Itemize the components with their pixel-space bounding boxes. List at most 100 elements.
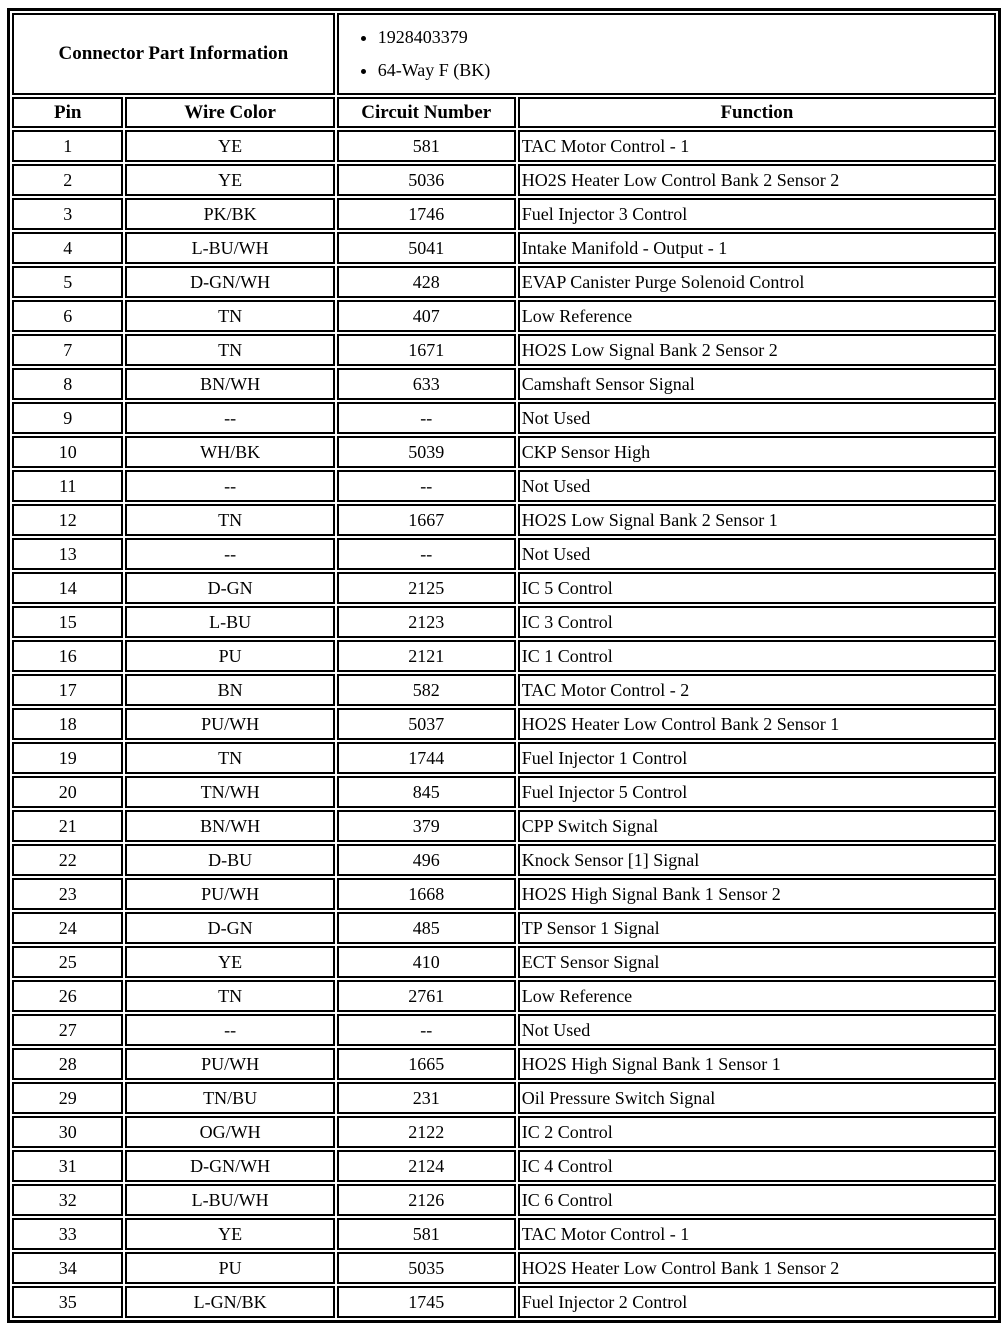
wire-color-cell: PU: [125, 1252, 335, 1284]
pin-cell: 15: [12, 606, 124, 638]
table-row: 5 D-GN/WH 428 EVAP Canister Purge Solenoid …: [12, 266, 996, 298]
function-cell: Fuel Injector 2 Control: [517, 1286, 996, 1318]
wire-color-cell: D-BU: [125, 844, 335, 876]
circuit-number-cell: 5039: [336, 436, 516, 468]
wire-color-cell: --: [125, 1014, 335, 1046]
wire-color-cell: BN/WH: [125, 368, 335, 400]
table-row: 33 YE 581 TAC Motor Control - 1: [12, 1218, 996, 1250]
function-cell: Not Used: [517, 470, 996, 502]
function-cell: Fuel Injector 1 Control: [517, 742, 996, 774]
table-row: 16 PU 2121 IC 1 Control: [12, 640, 996, 672]
table-row: 7 TN 1671 HO2S Low Signal Bank 2 Sensor 2: [12, 334, 996, 366]
wire-color-cell: --: [125, 402, 335, 434]
function-cell: CPP Switch Signal: [517, 810, 996, 842]
circuit-number-cell: 2124: [336, 1150, 516, 1182]
wire-color-cell: YE: [125, 130, 335, 162]
function-cell: Low Reference: [517, 980, 996, 1012]
circuit-number-cell: 581: [336, 1218, 516, 1250]
circuit-number-cell: 407: [336, 300, 516, 332]
connector-part-list: 1928403379 64-Way F (BK): [340, 21, 993, 87]
function-cell: HO2S High Signal Bank 1 Sensor 1: [517, 1048, 996, 1080]
table-row: 1 YE 581 TAC Motor Control - 1: [12, 130, 996, 162]
pin-cell: 9: [12, 402, 124, 434]
function-cell: TP Sensor 1 Signal: [517, 912, 996, 944]
function-cell: EVAP Canister Purge Solenoid Control: [517, 266, 996, 298]
connector-part-information-title: Connector Part Information: [12, 13, 335, 95]
table-row: 19 TN 1744 Fuel Injector 1 Control: [12, 742, 996, 774]
pin-cell: 22: [12, 844, 124, 876]
column-header-function: Function: [517, 97, 996, 128]
wire-color-cell: D-GN/WH: [125, 1150, 335, 1182]
function-cell: HO2S Low Signal Bank 2 Sensor 2: [517, 334, 996, 366]
wire-color-cell: --: [125, 538, 335, 570]
circuit-number-cell: 485: [336, 912, 516, 944]
column-header-pin: Pin: [12, 97, 124, 128]
circuit-number-cell: 496: [336, 844, 516, 876]
circuit-number-cell: 410: [336, 946, 516, 978]
table-row: 15 L-BU 2123 IC 3 Control: [12, 606, 996, 638]
table-row: 31 D-GN/WH 2124 IC 4 Control: [12, 1150, 996, 1182]
circuit-number-cell: 5037: [336, 708, 516, 740]
circuit-number-cell: 5036: [336, 164, 516, 196]
circuit-number-cell: 582: [336, 674, 516, 706]
table-row: 27 -- -- Not Used: [12, 1014, 996, 1046]
connector-info-row: Connector Part Information 1928403379 64…: [12, 13, 996, 95]
pin-cell: 35: [12, 1286, 124, 1318]
wire-color-cell: PU/WH: [125, 878, 335, 910]
table-row: 11 -- -- Not Used: [12, 470, 996, 502]
connector-part-details-cell: 1928403379 64-Way F (BK): [336, 13, 996, 95]
wire-color-cell: YE: [125, 164, 335, 196]
wire-color-cell: L-GN/BK: [125, 1286, 335, 1318]
function-cell: IC 4 Control: [517, 1150, 996, 1182]
function-cell: IC 2 Control: [517, 1116, 996, 1148]
pin-cell: 21: [12, 810, 124, 842]
table-row: 24 D-GN 485 TP Sensor 1 Signal: [12, 912, 996, 944]
function-cell: Camshaft Sensor Signal: [517, 368, 996, 400]
function-cell: IC 3 Control: [517, 606, 996, 638]
circuit-number-cell: --: [336, 538, 516, 570]
table-row: 8 BN/WH 633 Camshaft Sensor Signal: [12, 368, 996, 400]
table-row: 22 D-BU 496 Knock Sensor [1] Signal: [12, 844, 996, 876]
table-row: 13 -- -- Not Used: [12, 538, 996, 570]
table-row: 21 BN/WH 379 CPP Switch Signal: [12, 810, 996, 842]
function-cell: Fuel Injector 5 Control: [517, 776, 996, 808]
pin-cell: 29: [12, 1082, 124, 1114]
circuit-number-cell: 2761: [336, 980, 516, 1012]
table-row: 12 TN 1667 HO2S Low Signal Bank 2 Sensor 1: [12, 504, 996, 536]
wire-color-cell: TN: [125, 742, 335, 774]
pin-cell: 34: [12, 1252, 124, 1284]
circuit-number-cell: 581: [336, 130, 516, 162]
column-header-wire-color: Wire Color: [125, 97, 335, 128]
pin-cell: 18: [12, 708, 124, 740]
function-cell: HO2S Heater Low Control Bank 2 Sensor 1: [517, 708, 996, 740]
connector-way-description: 64-Way F (BK): [378, 54, 993, 87]
connector-pinout-table: Connector Part Information 1928403379 64…: [7, 8, 1001, 1323]
table-row: 3 PK/BK 1746 Fuel Injector 3 Control: [12, 198, 996, 230]
circuit-number-cell: --: [336, 470, 516, 502]
wire-color-cell: BN/WH: [125, 810, 335, 842]
circuit-number-cell: 2123: [336, 606, 516, 638]
circuit-number-cell: --: [336, 402, 516, 434]
wire-color-cell: TN: [125, 980, 335, 1012]
wire-color-cell: TN/BU: [125, 1082, 335, 1114]
function-cell: Not Used: [517, 538, 996, 570]
table-row: 6 TN 407 Low Reference: [12, 300, 996, 332]
circuit-number-cell: 2122: [336, 1116, 516, 1148]
pin-cell: 30: [12, 1116, 124, 1148]
pin-cell: 8: [12, 368, 124, 400]
column-header-row: Pin Wire Color Circuit Number Function: [12, 97, 996, 128]
table-row: 4 L-BU/WH 5041 Intake Manifold - Output - 1: [12, 232, 996, 264]
table-row: 32 L-BU/WH 2126 IC 6 Control: [12, 1184, 996, 1216]
wire-color-cell: D-GN/WH: [125, 266, 335, 298]
circuit-number-cell: 2125: [336, 572, 516, 604]
circuit-number-cell: 633: [336, 368, 516, 400]
pin-cell: 28: [12, 1048, 124, 1080]
wire-color-cell: PU/WH: [125, 1048, 335, 1080]
wire-color-cell: L-BU/WH: [125, 1184, 335, 1216]
circuit-number-cell: 1668: [336, 878, 516, 910]
function-cell: Fuel Injector 3 Control: [517, 198, 996, 230]
function-cell: TAC Motor Control - 1: [517, 1218, 996, 1250]
wire-color-cell: L-BU: [125, 606, 335, 638]
circuit-number-cell: 1667: [336, 504, 516, 536]
circuit-number-cell: 1746: [336, 198, 516, 230]
